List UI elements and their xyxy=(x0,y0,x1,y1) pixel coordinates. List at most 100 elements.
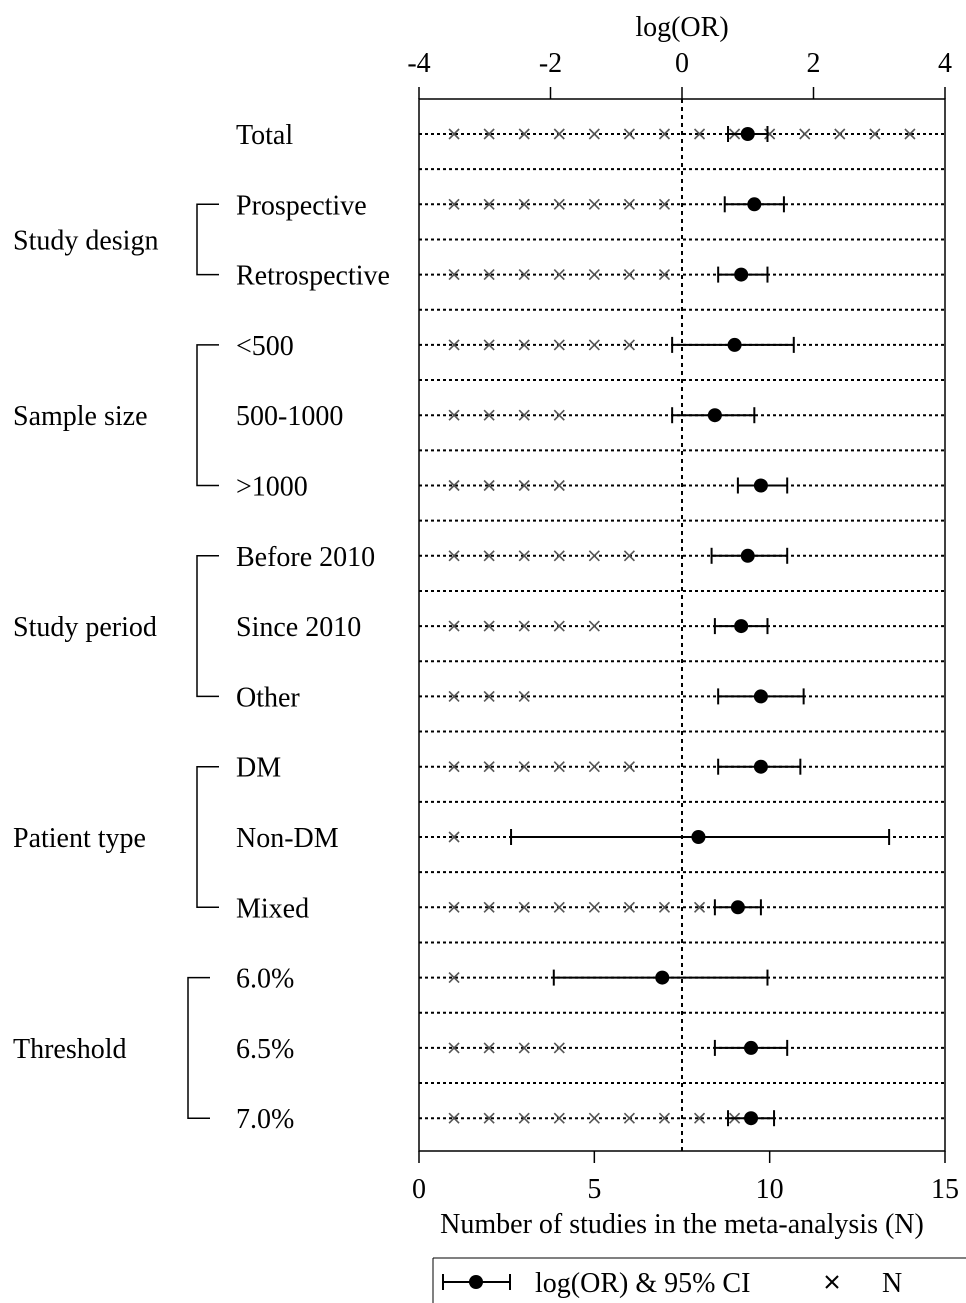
n-cross-marker xyxy=(623,128,635,140)
n-cross-marker xyxy=(448,1042,460,1054)
n-cross-marker xyxy=(553,128,565,140)
row-label: Prospective xyxy=(236,190,367,221)
legend-cross-icon xyxy=(825,1275,839,1289)
legend-label-n: N xyxy=(882,1268,902,1299)
n-cross-marker xyxy=(623,761,635,773)
n-cross-marker xyxy=(483,550,495,562)
n-cross-marker xyxy=(553,339,565,351)
row-label: >1000 xyxy=(236,472,308,503)
row-label: 500-1000 xyxy=(236,401,343,432)
log-or-point xyxy=(727,337,742,352)
log-or-point xyxy=(744,1040,759,1055)
n-cross-marker xyxy=(623,550,635,562)
group: Threshold xyxy=(13,976,210,1119)
group-label: Study period xyxy=(13,612,157,643)
log-or-point xyxy=(655,970,670,985)
row-label: Non-DM xyxy=(236,823,339,854)
top-tick-label: -4 xyxy=(407,48,430,79)
log-or-point xyxy=(753,478,768,493)
log-or-point xyxy=(747,197,762,212)
n-cross-marker xyxy=(518,761,530,773)
data-row: 6.0% xyxy=(236,964,945,995)
n-cross-marker xyxy=(764,128,776,140)
log-or-point xyxy=(734,267,749,282)
n-cross-marker xyxy=(553,198,565,210)
n-cross-marker xyxy=(483,761,495,773)
data-row: Since 2010 xyxy=(236,612,945,643)
data-row: 500-1000 xyxy=(236,401,945,432)
n-cross-marker xyxy=(483,620,495,632)
n-cross-marker xyxy=(518,479,530,492)
n-cross-marker xyxy=(799,128,811,140)
group: Sample size xyxy=(13,344,219,487)
n-cross-marker xyxy=(448,198,460,210)
bottom-axis-label: Number of studies in the meta-analysis (… xyxy=(440,1209,924,1240)
n-cross-marker xyxy=(448,479,460,492)
group-label: Patient type xyxy=(13,823,146,854)
log-or-point xyxy=(691,830,706,844)
n-cross-marker xyxy=(448,550,460,562)
group-label: Sample size xyxy=(13,401,148,432)
row-label: 6.0% xyxy=(236,964,294,995)
n-cross-marker xyxy=(448,409,460,421)
log-or-point xyxy=(753,759,768,774)
data-row: Total xyxy=(236,120,945,151)
data-row: DM xyxy=(236,753,945,784)
n-cross-marker xyxy=(483,128,495,140)
n-cross-marker xyxy=(483,479,495,492)
n-cross-marker xyxy=(448,831,460,843)
n-cross-marker xyxy=(553,1112,565,1124)
row-label: Since 2010 xyxy=(236,612,361,643)
row-label: DM xyxy=(236,753,281,784)
top-axis-ticks: -4 -2 0 2 4 xyxy=(407,48,952,99)
legend: log(OR) & 95% CI N xyxy=(432,1257,966,1303)
data-row: 6.5% xyxy=(236,1034,945,1065)
row-label: 6.5% xyxy=(236,1034,294,1065)
n-cross-marker xyxy=(658,198,671,210)
n-cross-marker xyxy=(623,1112,635,1124)
n-cross-marker xyxy=(518,1112,530,1124)
n-cross-marker xyxy=(588,339,600,351)
n-cross-marker xyxy=(448,269,460,281)
n-cross-marker xyxy=(623,339,635,351)
n-cross-marker xyxy=(483,339,495,351)
n-cross-marker xyxy=(693,128,706,140)
n-cross-marker xyxy=(518,409,530,421)
log-or-point xyxy=(744,1111,759,1126)
n-cross-marker xyxy=(518,690,530,702)
log-or-point xyxy=(753,689,768,704)
n-cross-marker xyxy=(483,1112,495,1124)
legend-label-ci: log(OR) & 95% CI xyxy=(535,1268,750,1299)
n-cross-marker xyxy=(553,269,565,281)
group-bracket xyxy=(187,976,210,1119)
group: Patient type xyxy=(13,765,219,909)
bottom-tick-label: 0 xyxy=(412,1174,426,1205)
n-cross-marker xyxy=(483,269,495,281)
data-row: Non-DM xyxy=(236,823,945,854)
n-cross-marker xyxy=(658,1112,671,1124)
data-row: Before 2010 xyxy=(236,542,945,573)
n-cross-marker xyxy=(483,901,495,913)
group-bracket xyxy=(196,555,219,698)
n-cross-marker xyxy=(518,128,530,140)
n-cross-marker xyxy=(483,690,495,702)
n-cross-marker xyxy=(448,128,460,140)
n-cross-marker xyxy=(693,901,706,913)
n-cross-marker xyxy=(623,901,635,913)
n-cross-marker xyxy=(448,339,460,351)
group: Study period xyxy=(13,555,219,698)
log-or-point xyxy=(707,408,722,423)
data-row: Other xyxy=(236,682,945,713)
n-cross-marker xyxy=(588,901,600,913)
n-cross-marker xyxy=(588,269,600,281)
group-labels: Study design Sample size Study period Patie… xyxy=(13,203,219,1119)
row-label: <500 xyxy=(236,331,294,362)
row-label: Total xyxy=(236,120,293,151)
data-row: >1000 xyxy=(236,472,945,503)
data-row: Prospective xyxy=(236,190,945,221)
top-axis-label: log(OR) xyxy=(635,12,728,43)
data-row: Retrospective xyxy=(236,261,945,292)
n-cross-marker xyxy=(553,479,565,492)
group-bracket xyxy=(196,765,219,909)
